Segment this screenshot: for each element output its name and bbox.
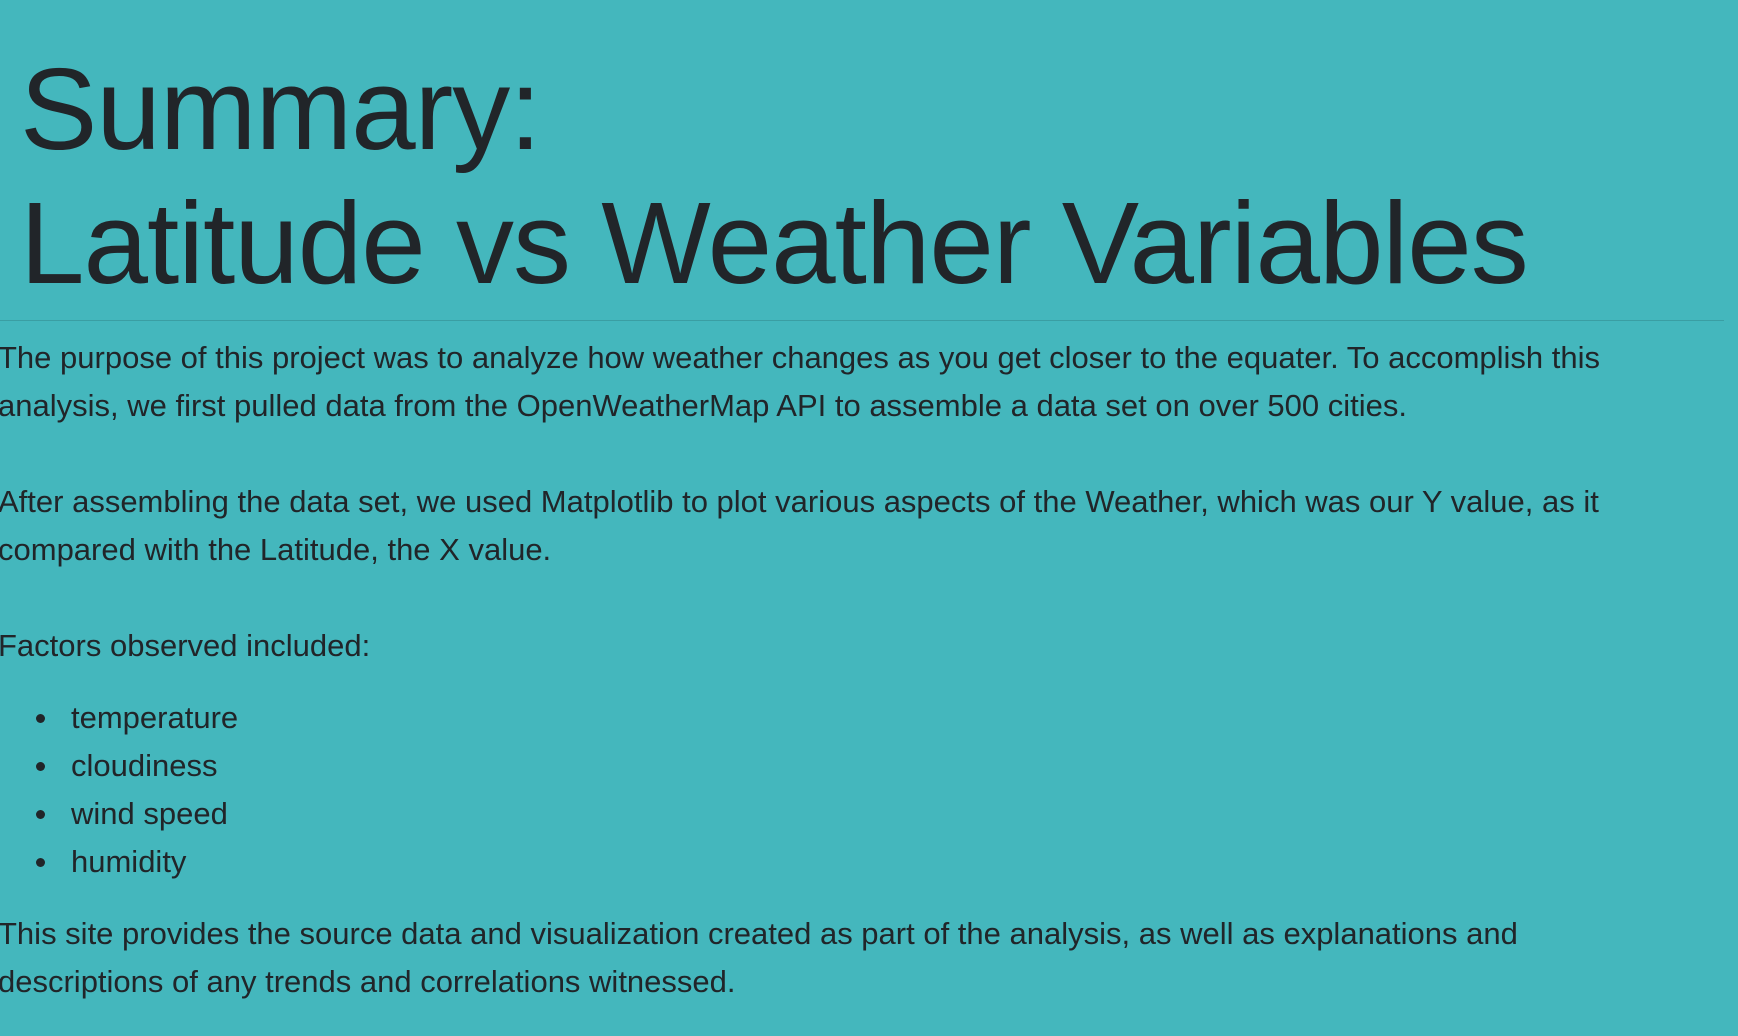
bullet-icon [36,714,45,723]
list-item: wind speed [0,790,1698,838]
list-item: cloudiness [0,742,1698,790]
factor-label: cloudiness [71,748,218,783]
factor-label: humidity [71,844,187,879]
factor-label: wind speed [71,796,228,831]
method-line-2: compared with the Latitude, the X value. [0,532,552,567]
intro-paragraph: The purpose of this project was to analy… [0,334,1698,430]
bullet-icon [36,762,45,771]
page-title-line-2: Latitude vs Weather Variables [20,178,1529,308]
bullet-icon [36,858,45,867]
method-paragraph: After assembling the data set, we used M… [0,478,1698,574]
list-item: temperature [0,694,1698,742]
intro-line-2: analysis, we first pulled data from the … [0,388,1407,423]
intro-line-1: The purpose of this project was to analy… [0,340,1601,375]
closing-paragraph: This site provides the source data and v… [0,910,1698,1006]
method-line-1: After assembling the data set, we used M… [0,484,1599,519]
factors-list: temperature cloudiness wind speed humidi… [0,694,1698,886]
summary-content: The purpose of this project was to analy… [0,334,1698,1006]
closing-line-2: descriptions of any trends and correlati… [0,964,736,999]
header-divider [0,320,1724,321]
list-item: humidity [0,838,1698,886]
summary-header: Summary: Latitude vs Weather Variables [20,42,1720,310]
factor-label: temperature [71,700,239,735]
bullet-icon [36,810,45,819]
factors-label: Factors observed included: [0,628,371,663]
page-title-line-1: Summary: [20,44,542,174]
closing-line-1: This site provides the source data and v… [0,916,1518,951]
